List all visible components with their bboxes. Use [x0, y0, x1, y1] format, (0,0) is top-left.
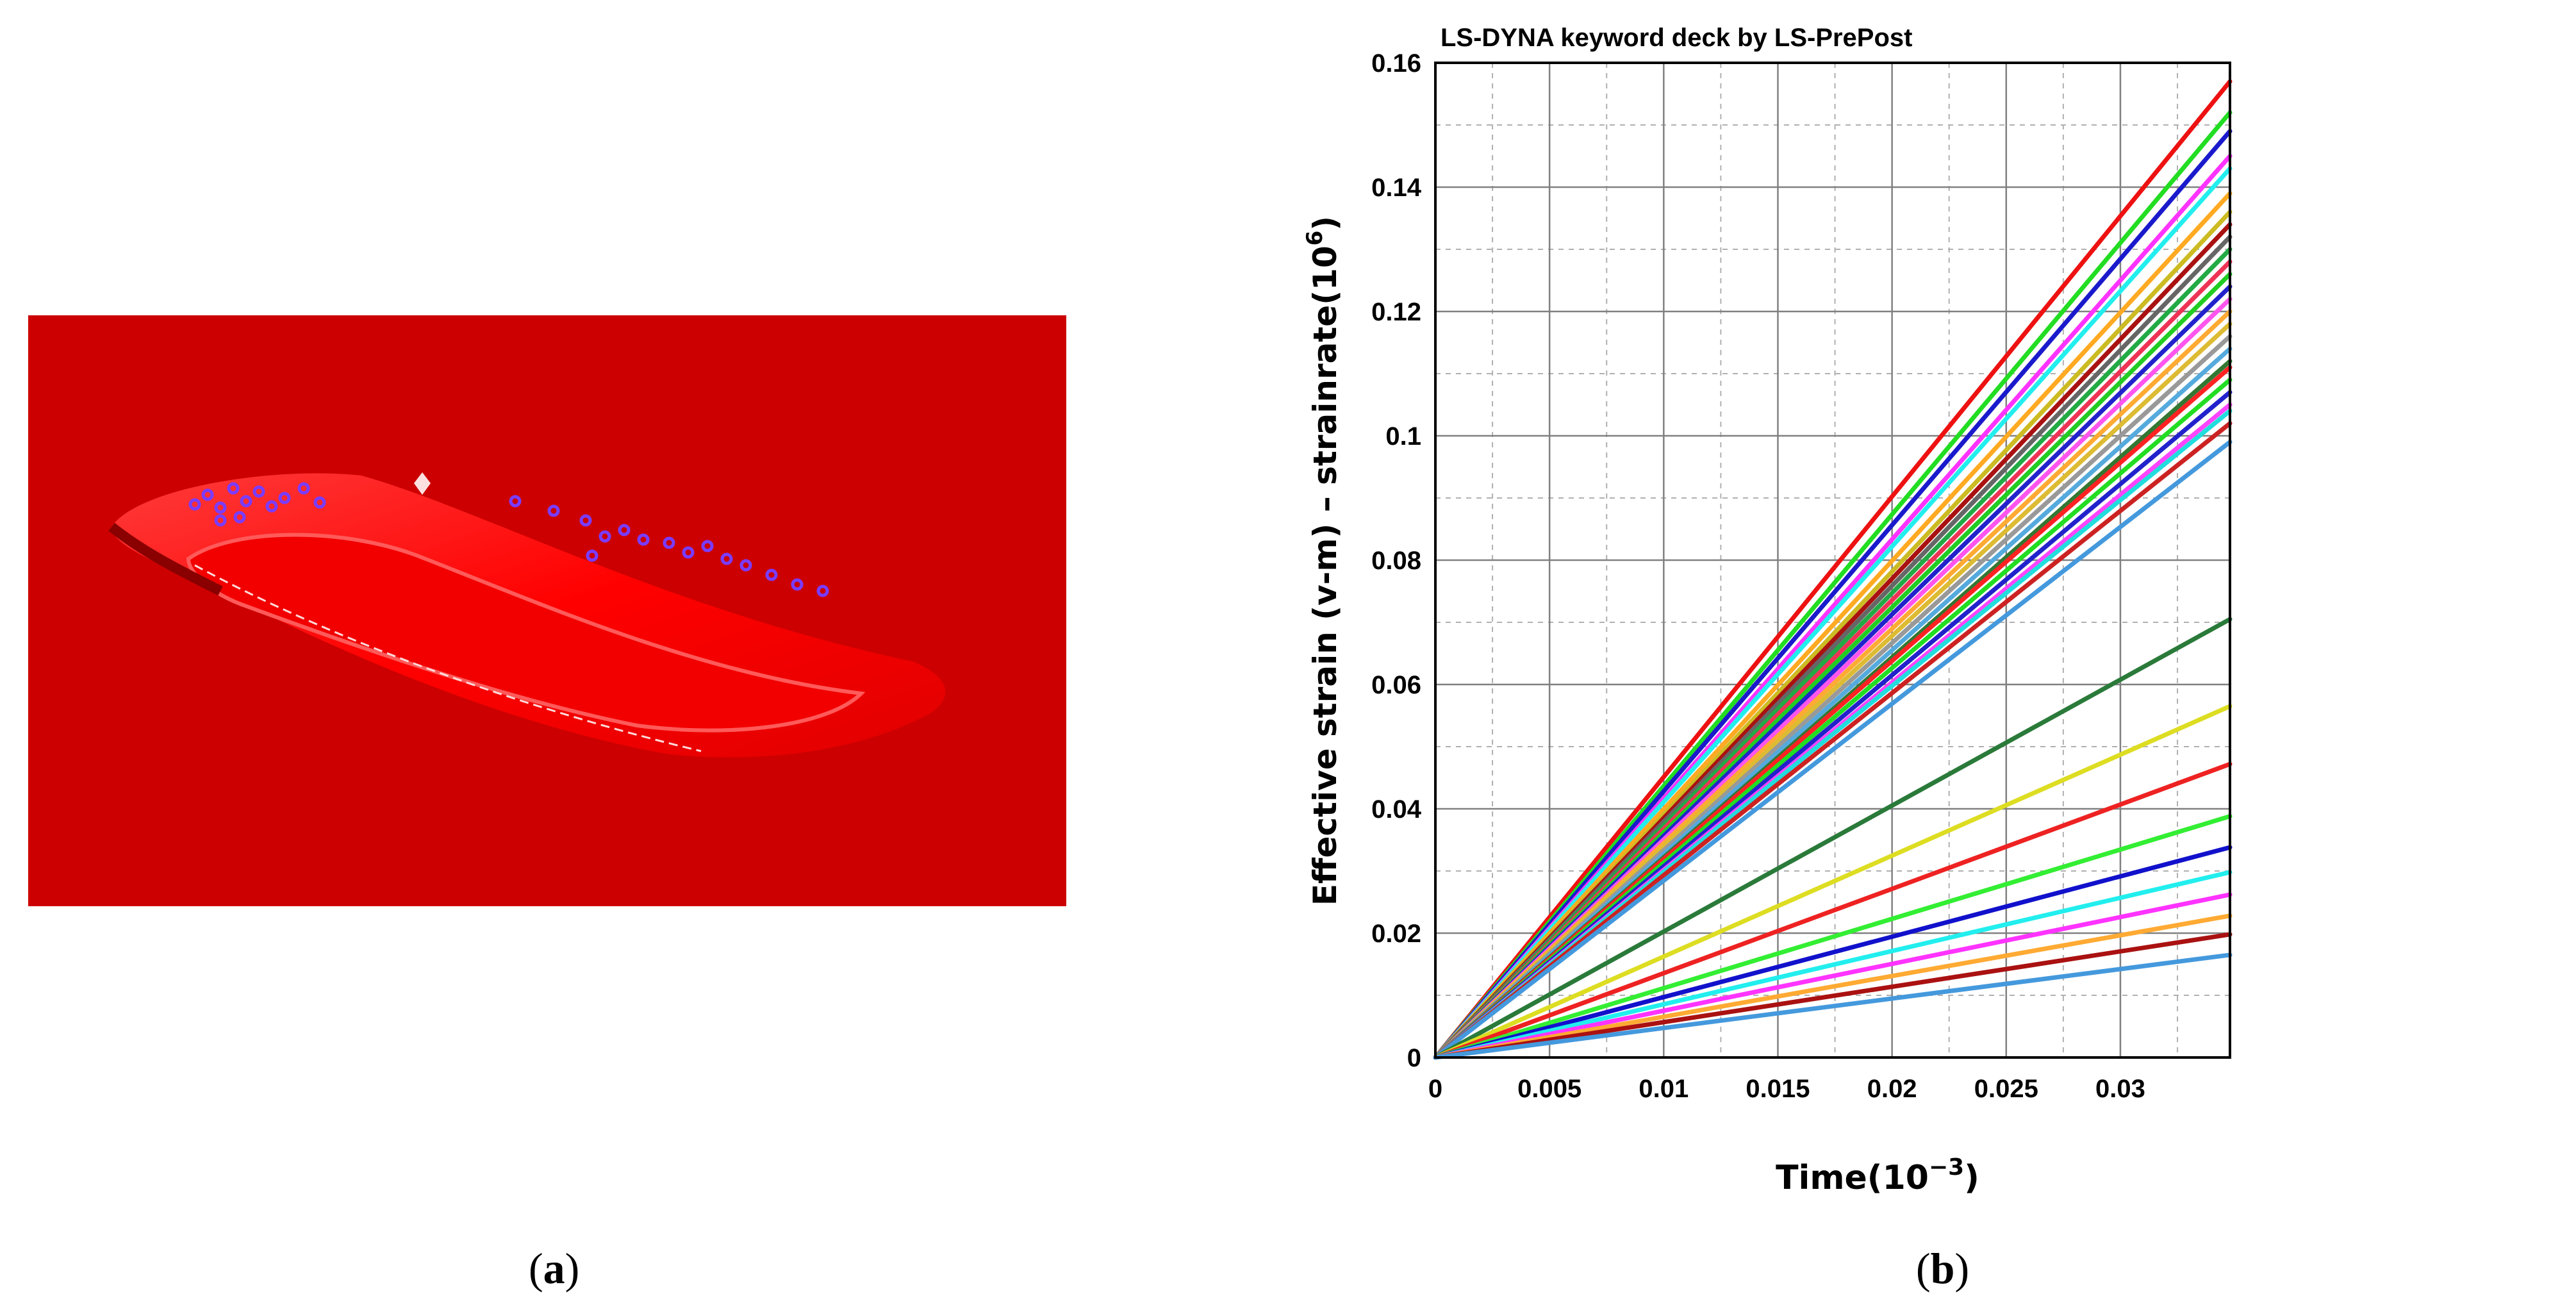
y-tick-label: 0.04 [1371, 795, 1422, 824]
part-shadow-edge [108, 522, 223, 596]
series-line-3 [1433, 129, 2233, 1060]
y-tick-label: 0.08 [1371, 547, 1421, 575]
y-axis-label: Effective strain (v-m) – strainrate(106) [1302, 216, 1344, 906]
series-lines [1433, 79, 2233, 1060]
chart-title: LS-DYNA keyword deck by LS-PrePost [1441, 24, 1912, 52]
series-line-36 [1433, 952, 2233, 1060]
y-tick-label: 0 [1407, 1044, 1421, 1072]
series-line-34 [1433, 913, 2233, 1060]
x-axis-label: Time(10−3) [1776, 1154, 1979, 1197]
series-line-5 [1433, 166, 2233, 1060]
y-tick-labels: 0 0.02 0.04 0.06 0.08 0.1 0.12 0.14 0.16 [1371, 49, 1422, 1072]
y-tick-label: 0.14 [1371, 174, 1422, 202]
caption-a: (a) [529, 1244, 580, 1293]
series-line-31 [1433, 845, 2233, 1060]
x-tick-labels: 0 0.005 0.01 0.015 0.02 0.025 0.03 [1428, 1075, 2145, 1103]
y-tick-label: 0.06 [1371, 671, 1421, 699]
x-tick-label: 0.02 [1867, 1075, 1917, 1103]
series-line-25 [1433, 421, 2233, 1060]
x-tick-label: 0 [1428, 1075, 1442, 1103]
y-tick-label: 0.16 [1371, 49, 1421, 78]
x-tick-label: 0.025 [1974, 1075, 2038, 1103]
series-line-28 [1433, 704, 2233, 1060]
part-edge-line [194, 564, 702, 752]
x-tick-label: 0.01 [1639, 1075, 1688, 1103]
series-line-1 [1433, 79, 2233, 1060]
simulation-render [28, 315, 1066, 906]
marker-cluster [188, 482, 829, 597]
plot-frame [1434, 62, 2231, 1059]
y-tick-label: 0.1 [1385, 422, 1421, 451]
x-tick-label: 0.03 [2095, 1075, 2145, 1103]
series-line-33 [1433, 892, 2233, 1060]
series-line-27 [1433, 617, 2233, 1060]
x-tick-label: 0.015 [1746, 1075, 1810, 1103]
caption-b: (b) [1916, 1244, 1970, 1293]
grid [1435, 63, 2230, 1057]
series-line-26 [1433, 440, 2233, 1060]
y-tick-label: 0.12 [1371, 298, 1421, 326]
formed-part-inner [186, 533, 866, 733]
y-tick-label: 0.02 [1371, 920, 1421, 948]
series-line-30 [1433, 814, 2233, 1060]
series-line-29 [1433, 761, 2233, 1060]
series-line-35 [1433, 932, 2233, 1060]
series-line-32 [1433, 870, 2233, 1060]
x-tick-label: 0.005 [1517, 1075, 1581, 1103]
highlight-diamond [414, 472, 431, 495]
